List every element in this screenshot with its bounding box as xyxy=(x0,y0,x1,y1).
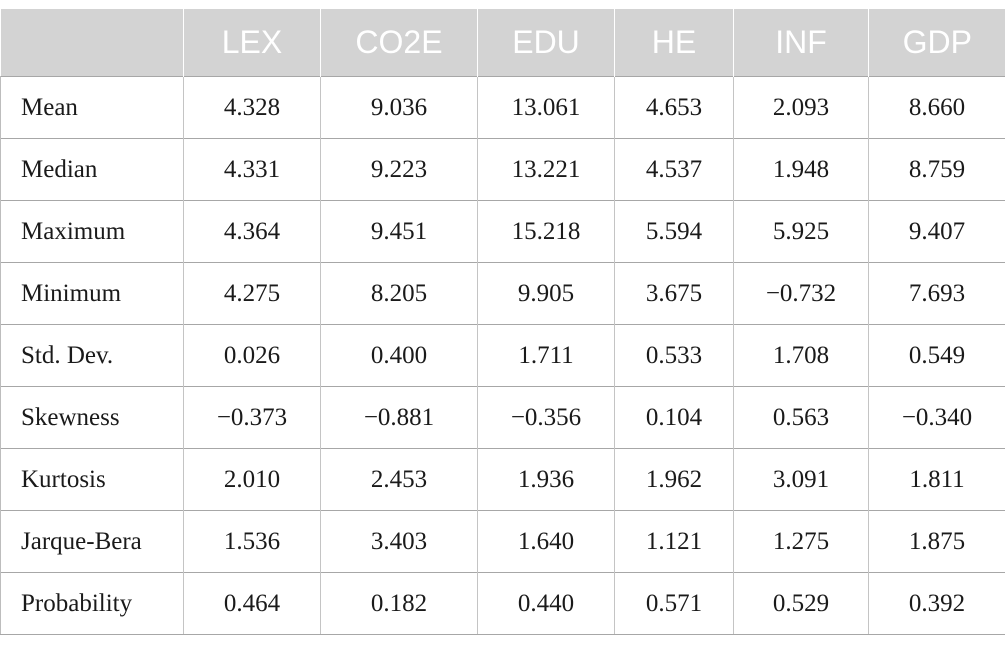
table-cell: 4.364 xyxy=(183,200,321,263)
table-row: Median 4.331 9.223 13.221 4.537 1.948 8.… xyxy=(0,138,1005,201)
table-cell: 4.275 xyxy=(183,262,321,325)
table-cell: −0.881 xyxy=(320,386,478,449)
table-cell: 3.403 xyxy=(320,510,478,573)
table-row: Maximum 4.364 9.451 15.218 5.594 5.925 9… xyxy=(0,200,1005,263)
table-cell: 0.440 xyxy=(477,572,615,635)
table-row: Mean 4.328 9.036 13.061 4.653 2.093 8.66… xyxy=(0,76,1005,139)
table-cell: 1.962 xyxy=(614,448,734,511)
table-cell: 0.026 xyxy=(183,324,321,387)
table-cell: 9.451 xyxy=(320,200,478,263)
table-cell: 0.563 xyxy=(733,386,869,449)
table-cell: 3.091 xyxy=(733,448,869,511)
header-inf: INF xyxy=(733,9,869,77)
table-row: Minimum 4.275 8.205 9.905 3.675 −0.732 7… xyxy=(0,262,1005,325)
row-label: Jarque-Bera xyxy=(0,510,184,573)
table-row: Skewness −0.373 −0.881 −0.356 0.104 0.56… xyxy=(0,386,1005,449)
table-cell: 1.536 xyxy=(183,510,321,573)
table-cell: −0.732 xyxy=(733,262,869,325)
table-cell: 5.925 xyxy=(733,200,869,263)
table-cell: 4.653 xyxy=(614,76,734,139)
table-cell: 4.328 xyxy=(183,76,321,139)
table-cell: 0.533 xyxy=(614,324,734,387)
table-cell: 8.660 xyxy=(868,76,1005,139)
table-cell: 3.675 xyxy=(614,262,734,325)
table-cell: 2.093 xyxy=(733,76,869,139)
table-cell: 1.275 xyxy=(733,510,869,573)
table-row: Jarque-Bera 1.536 3.403 1.640 1.121 1.27… xyxy=(0,510,1005,573)
header-co2e: CO2E xyxy=(320,9,478,77)
table-row: Std. Dev. 0.026 0.400 1.711 0.533 1.708 … xyxy=(0,324,1005,387)
row-label: Kurtosis xyxy=(0,448,184,511)
table-cell: 0.392 xyxy=(868,572,1005,635)
table-cell: −0.356 xyxy=(477,386,615,449)
header-he: HE xyxy=(614,9,734,77)
table-cell: 0.529 xyxy=(733,572,869,635)
table-cell: −0.373 xyxy=(183,386,321,449)
row-label: Maximum xyxy=(0,200,184,263)
header-gdp: GDP xyxy=(868,9,1005,77)
table-cell: 2.453 xyxy=(320,448,478,511)
table-cell: 4.331 xyxy=(183,138,321,201)
table-cell: 4.537 xyxy=(614,138,734,201)
table-cell: 1.708 xyxy=(733,324,869,387)
table-cell: 13.061 xyxy=(477,76,615,139)
row-label: Skewness xyxy=(0,386,184,449)
table-cell: 8.205 xyxy=(320,262,478,325)
table-cell: 0.549 xyxy=(868,324,1005,387)
header-row: LEX CO2E EDU HE INF GDP xyxy=(0,9,1005,77)
table-cell: 8.759 xyxy=(868,138,1005,201)
table-cell: 9.223 xyxy=(320,138,478,201)
table-cell: 9.036 xyxy=(320,76,478,139)
row-label: Median xyxy=(0,138,184,201)
table-cell: 0.571 xyxy=(614,572,734,635)
table-cell: 0.400 xyxy=(320,324,478,387)
table-cell: 1.640 xyxy=(477,510,615,573)
table-cell: 0.464 xyxy=(183,572,321,635)
row-label: Std. Dev. xyxy=(0,324,184,387)
table-cell: 0.104 xyxy=(614,386,734,449)
header-corner-cell xyxy=(0,9,184,77)
table-cell: 9.407 xyxy=(868,200,1005,263)
table-cell: 1.936 xyxy=(477,448,615,511)
table-row: Probability 0.464 0.182 0.440 0.571 0.52… xyxy=(0,572,1005,635)
table-cell: 1.948 xyxy=(733,138,869,201)
table-cell: 7.693 xyxy=(868,262,1005,325)
table-cell: 5.594 xyxy=(614,200,734,263)
row-label: Minimum xyxy=(0,262,184,325)
table-cell: 1.875 xyxy=(868,510,1005,573)
table-cell: 9.905 xyxy=(477,262,615,325)
table-cell: 0.182 xyxy=(320,572,478,635)
table-cell: 1.811 xyxy=(868,448,1005,511)
header-edu: EDU xyxy=(477,9,615,77)
table-cell: 15.218 xyxy=(477,200,615,263)
table-cell: 13.221 xyxy=(477,138,615,201)
table-cell: −0.340 xyxy=(868,386,1005,449)
table-cell: 1.121 xyxy=(614,510,734,573)
table-cell: 2.010 xyxy=(183,448,321,511)
header-lex: LEX xyxy=(183,9,321,77)
row-label: Probability xyxy=(0,572,184,635)
row-label: Mean xyxy=(0,76,184,139)
table-cell: 1.711 xyxy=(477,324,615,387)
descriptive-statistics-table: LEX CO2E EDU HE INF GDP Mean 4.328 9.036… xyxy=(0,9,1005,635)
table-row: Kurtosis 2.010 2.453 1.936 1.962 3.091 1… xyxy=(0,448,1005,511)
